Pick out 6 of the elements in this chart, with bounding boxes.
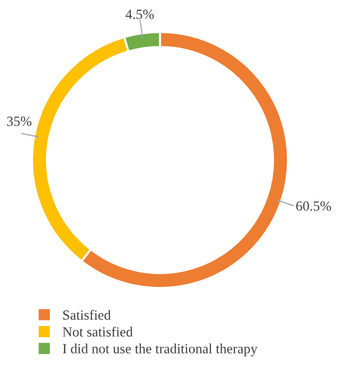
data-label: 60.5% (296, 201, 332, 211)
legend-label: I did not use the traditional therapy (62, 344, 258, 356)
legend-label: Satisfied (63, 310, 111, 320)
data-label: 35% (7, 116, 32, 126)
data-label: 4.5% (126, 10, 154, 20)
legend-label: Not satisfied (62, 326, 133, 337)
